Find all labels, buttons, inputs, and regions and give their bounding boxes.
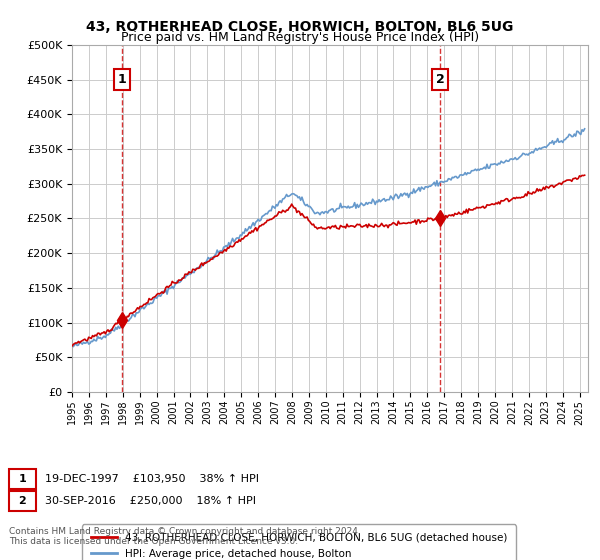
Text: Price paid vs. HM Land Registry's House Price Index (HPI): Price paid vs. HM Land Registry's House … xyxy=(121,31,479,44)
Text: 2: 2 xyxy=(19,496,26,506)
Text: 30-SEP-2016    £250,000    18% ↑ HPI: 30-SEP-2016 £250,000 18% ↑ HPI xyxy=(45,496,256,506)
Legend: 43, ROTHERHEAD CLOSE, HORWICH, BOLTON, BL6 5UG (detached house), HPI: Average pr: 43, ROTHERHEAD CLOSE, HORWICH, BOLTON, B… xyxy=(82,524,516,560)
Text: 19-DEC-1997    £103,950    38% ↑ HPI: 19-DEC-1997 £103,950 38% ↑ HPI xyxy=(45,474,259,484)
Text: Contains HM Land Registry data © Crown copyright and database right 2024.
This d: Contains HM Land Registry data © Crown c… xyxy=(9,526,361,546)
Text: 1: 1 xyxy=(118,73,127,86)
Text: 1: 1 xyxy=(19,474,26,484)
Text: 2: 2 xyxy=(436,73,445,86)
Text: 43, ROTHERHEAD CLOSE, HORWICH, BOLTON, BL6 5UG: 43, ROTHERHEAD CLOSE, HORWICH, BOLTON, B… xyxy=(86,20,514,34)
